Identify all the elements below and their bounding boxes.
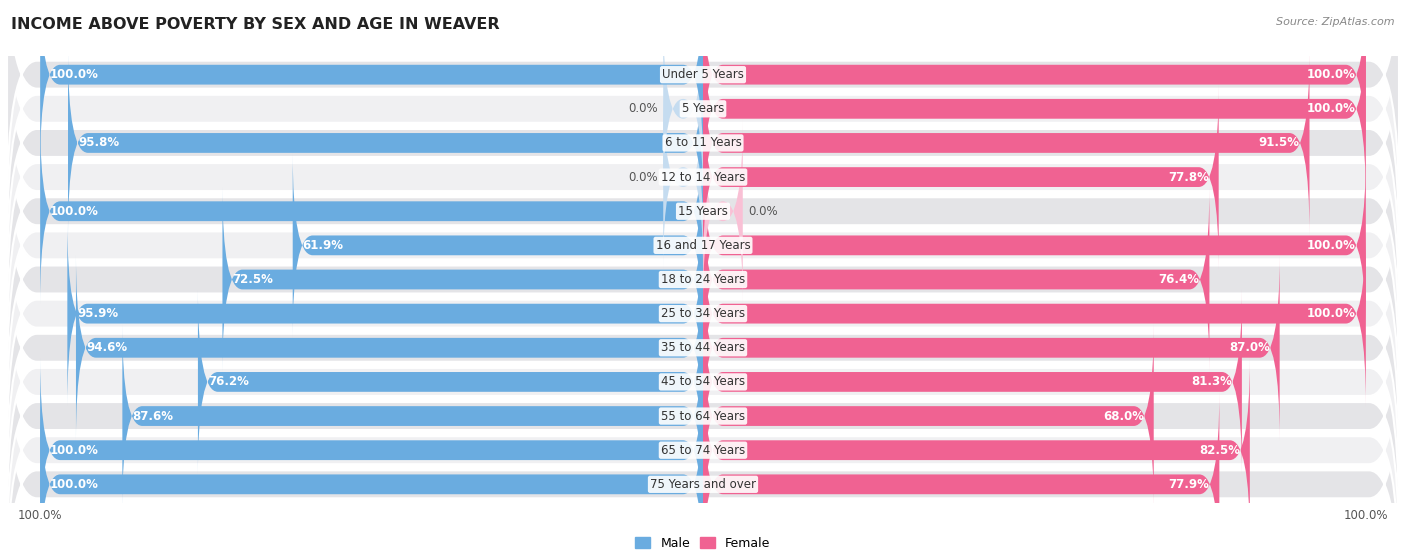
Text: 100.0%: 100.0% bbox=[51, 478, 98, 491]
FancyBboxPatch shape bbox=[703, 50, 1309, 235]
Text: 100.0%: 100.0% bbox=[1308, 239, 1355, 252]
FancyBboxPatch shape bbox=[7, 0, 1399, 248]
Legend: Male, Female: Male, Female bbox=[630, 532, 776, 555]
Text: 0.0%: 0.0% bbox=[748, 205, 778, 217]
FancyBboxPatch shape bbox=[222, 187, 703, 372]
FancyBboxPatch shape bbox=[7, 311, 1399, 559]
FancyBboxPatch shape bbox=[67, 50, 703, 235]
FancyBboxPatch shape bbox=[41, 392, 703, 559]
Text: 65 to 74 Years: 65 to 74 Years bbox=[661, 444, 745, 457]
Text: 5 Years: 5 Years bbox=[682, 102, 724, 115]
FancyBboxPatch shape bbox=[703, 119, 742, 304]
Text: 95.9%: 95.9% bbox=[77, 307, 118, 320]
FancyBboxPatch shape bbox=[664, 84, 703, 269]
FancyBboxPatch shape bbox=[703, 290, 1241, 475]
FancyBboxPatch shape bbox=[7, 345, 1399, 559]
Text: 16 and 17 Years: 16 and 17 Years bbox=[655, 239, 751, 252]
Text: 75 Years and over: 75 Years and over bbox=[650, 478, 756, 491]
Text: INCOME ABOVE POVERTY BY SEX AND AGE IN WEAVER: INCOME ABOVE POVERTY BY SEX AND AGE IN W… bbox=[11, 17, 501, 32]
Text: 25 to 34 Years: 25 to 34 Years bbox=[661, 307, 745, 320]
Text: 81.3%: 81.3% bbox=[1191, 376, 1232, 389]
FancyBboxPatch shape bbox=[7, 174, 1399, 453]
Text: 95.8%: 95.8% bbox=[77, 136, 120, 149]
FancyBboxPatch shape bbox=[122, 324, 703, 509]
FancyBboxPatch shape bbox=[7, 72, 1399, 351]
Text: 6 to 11 Years: 6 to 11 Years bbox=[665, 136, 741, 149]
FancyBboxPatch shape bbox=[703, 358, 1250, 543]
FancyBboxPatch shape bbox=[664, 16, 703, 201]
Text: Under 5 Years: Under 5 Years bbox=[662, 68, 744, 81]
Text: 61.9%: 61.9% bbox=[302, 239, 343, 252]
Text: 100.0%: 100.0% bbox=[51, 444, 98, 457]
Text: 82.5%: 82.5% bbox=[1199, 444, 1240, 457]
FancyBboxPatch shape bbox=[67, 221, 703, 406]
Text: 77.9%: 77.9% bbox=[1168, 478, 1209, 491]
FancyBboxPatch shape bbox=[7, 37, 1399, 317]
Text: 87.6%: 87.6% bbox=[132, 410, 173, 423]
Text: 76.2%: 76.2% bbox=[208, 376, 249, 389]
Text: 72.5%: 72.5% bbox=[232, 273, 273, 286]
FancyBboxPatch shape bbox=[703, 255, 1279, 440]
FancyBboxPatch shape bbox=[703, 187, 1209, 372]
Text: 0.0%: 0.0% bbox=[628, 102, 658, 115]
Text: 0.0%: 0.0% bbox=[628, 170, 658, 183]
FancyBboxPatch shape bbox=[7, 277, 1399, 556]
Text: 94.6%: 94.6% bbox=[86, 342, 127, 354]
FancyBboxPatch shape bbox=[7, 3, 1399, 282]
Text: 91.5%: 91.5% bbox=[1258, 136, 1299, 149]
Text: 100.0%: 100.0% bbox=[51, 68, 98, 81]
FancyBboxPatch shape bbox=[41, 358, 703, 543]
FancyBboxPatch shape bbox=[76, 255, 703, 440]
FancyBboxPatch shape bbox=[703, 392, 1219, 559]
Text: 100.0%: 100.0% bbox=[1308, 68, 1355, 81]
FancyBboxPatch shape bbox=[7, 106, 1399, 385]
FancyBboxPatch shape bbox=[703, 0, 1365, 167]
FancyBboxPatch shape bbox=[7, 208, 1399, 487]
FancyBboxPatch shape bbox=[7, 140, 1399, 419]
Text: 100.0%: 100.0% bbox=[1308, 307, 1355, 320]
Text: Source: ZipAtlas.com: Source: ZipAtlas.com bbox=[1277, 17, 1395, 27]
Text: 12 to 14 Years: 12 to 14 Years bbox=[661, 170, 745, 183]
FancyBboxPatch shape bbox=[7, 242, 1399, 522]
FancyBboxPatch shape bbox=[7, 0, 1399, 214]
Text: 55 to 64 Years: 55 to 64 Years bbox=[661, 410, 745, 423]
Text: 68.0%: 68.0% bbox=[1102, 410, 1144, 423]
FancyBboxPatch shape bbox=[703, 16, 1365, 201]
Text: 76.4%: 76.4% bbox=[1159, 273, 1199, 286]
FancyBboxPatch shape bbox=[198, 290, 703, 475]
Text: 18 to 24 Years: 18 to 24 Years bbox=[661, 273, 745, 286]
FancyBboxPatch shape bbox=[292, 153, 703, 338]
FancyBboxPatch shape bbox=[703, 153, 1365, 338]
Text: 15 Years: 15 Years bbox=[678, 205, 728, 217]
Text: 45 to 54 Years: 45 to 54 Years bbox=[661, 376, 745, 389]
FancyBboxPatch shape bbox=[703, 221, 1365, 406]
Text: 87.0%: 87.0% bbox=[1229, 342, 1270, 354]
FancyBboxPatch shape bbox=[41, 119, 703, 304]
Text: 100.0%: 100.0% bbox=[51, 205, 98, 217]
FancyBboxPatch shape bbox=[703, 84, 1219, 269]
FancyBboxPatch shape bbox=[41, 0, 703, 167]
Text: 77.8%: 77.8% bbox=[1168, 170, 1209, 183]
Text: 100.0%: 100.0% bbox=[1308, 102, 1355, 115]
Text: 35 to 44 Years: 35 to 44 Years bbox=[661, 342, 745, 354]
FancyBboxPatch shape bbox=[703, 324, 1154, 509]
